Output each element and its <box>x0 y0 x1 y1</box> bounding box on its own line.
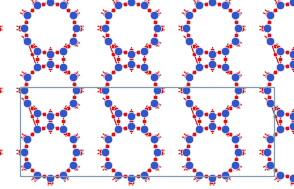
Bar <box>20 87 274 176</box>
